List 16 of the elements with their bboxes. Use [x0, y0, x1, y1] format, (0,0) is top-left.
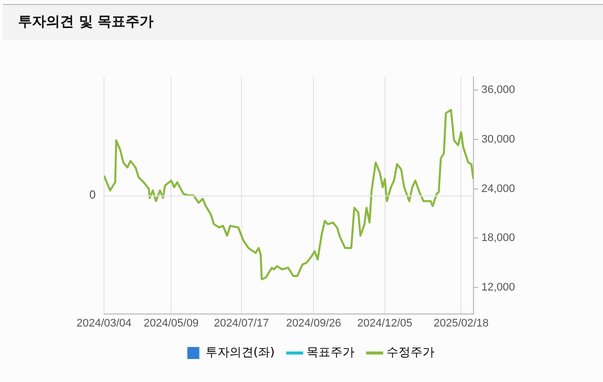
y2-tick-label: 12,000	[481, 282, 516, 294]
x-tick-label: 2024/09/26	[286, 317, 342, 330]
x-tick-label: 2024/12/05	[357, 317, 412, 330]
x-tick-label: 2025/02/18	[434, 317, 489, 330]
text: 0	[89, 188, 96, 202]
y2-tick-label: 24,000	[481, 182, 516, 195]
y2-tick-label: 36,000	[481, 84, 516, 96]
y2-tick-label: 18,000	[481, 232, 516, 244]
legend-label: 투자의견(좌)	[205, 345, 275, 360]
legend-label: 수정주가	[386, 345, 435, 360]
x-tick-label: 2024/05/09	[144, 317, 199, 330]
x-tick-label: 2024/03/04	[76, 317, 132, 330]
legend-label: 목표주가	[306, 345, 355, 360]
x-tick-label: 2024/07/17	[214, 317, 269, 330]
y2-tick-label: 30,000	[481, 134, 516, 146]
chart-title: 투자의견 및 목표주가	[3, 4, 603, 40]
